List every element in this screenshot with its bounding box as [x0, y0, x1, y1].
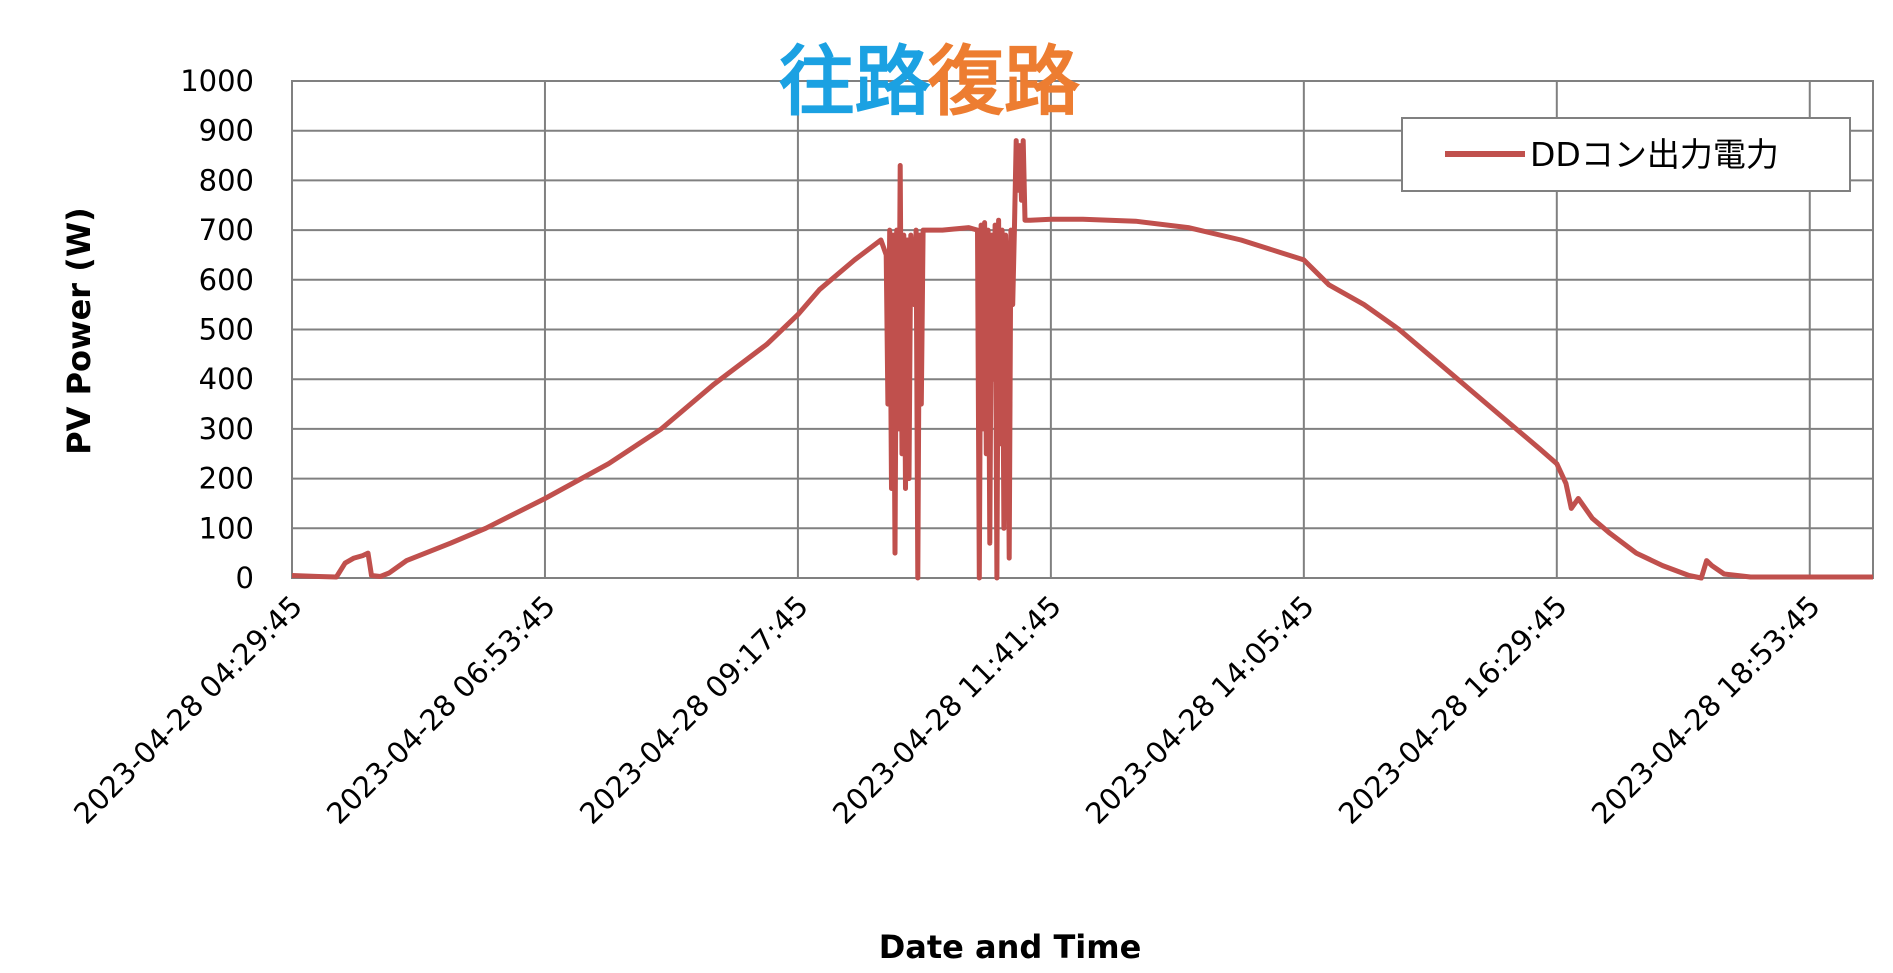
x-tick-label: 2023-04-28 06:53:45 [320, 589, 562, 831]
plot-area-border [291, 80, 1874, 579]
y-tick-labels: 0 100 200 300 400 500 600 700 800 900 1000 [180, 64, 254, 595]
x-tick-label: 2023-04-28 18:53:45 [1585, 589, 1827, 831]
x-tick-label: 2023-04-28 11:41:45 [826, 589, 1068, 831]
annotation-label: 復路 [927, 37, 1081, 126]
x-tick-label: 2023-04-28 04:29:45 [67, 589, 309, 831]
y-tick-label: 300 [199, 412, 254, 446]
annotation-label: 往路 [779, 37, 932, 126]
series-line [291, 138, 1873, 581]
y-tick-label: 1000 [180, 64, 254, 98]
y-tick-label: 100 [199, 511, 254, 545]
x-tick-labels: 2023-04-28 04:29:45 2023-04-28 06:53:45 20… [67, 589, 1827, 831]
x-tick-label: 2023-04-28 16:29:45 [1332, 589, 1574, 831]
y-tick-label: 200 [199, 462, 254, 496]
y-tick-label: 800 [199, 163, 254, 197]
legend: DDコン出力電力 [1401, 117, 1851, 192]
x-axis-title: Date and Time [879, 928, 1142, 966]
y-tick-label: 500 [199, 313, 254, 347]
y-tick-label: 0 [236, 561, 254, 595]
y-axis-title: PV Power (W) [60, 207, 98, 455]
x-tick-label: 2023-04-28 09:17:45 [573, 589, 815, 831]
legend-entry: DDコン出力電力 [1530, 135, 1779, 174]
y-tick-label: 400 [199, 362, 254, 396]
y-tick-label: 700 [199, 213, 254, 247]
y-tick-label: 600 [199, 263, 254, 297]
y-tick-label: 900 [199, 114, 254, 148]
x-tick-label: 2023-04-28 14:05:45 [1079, 589, 1321, 831]
